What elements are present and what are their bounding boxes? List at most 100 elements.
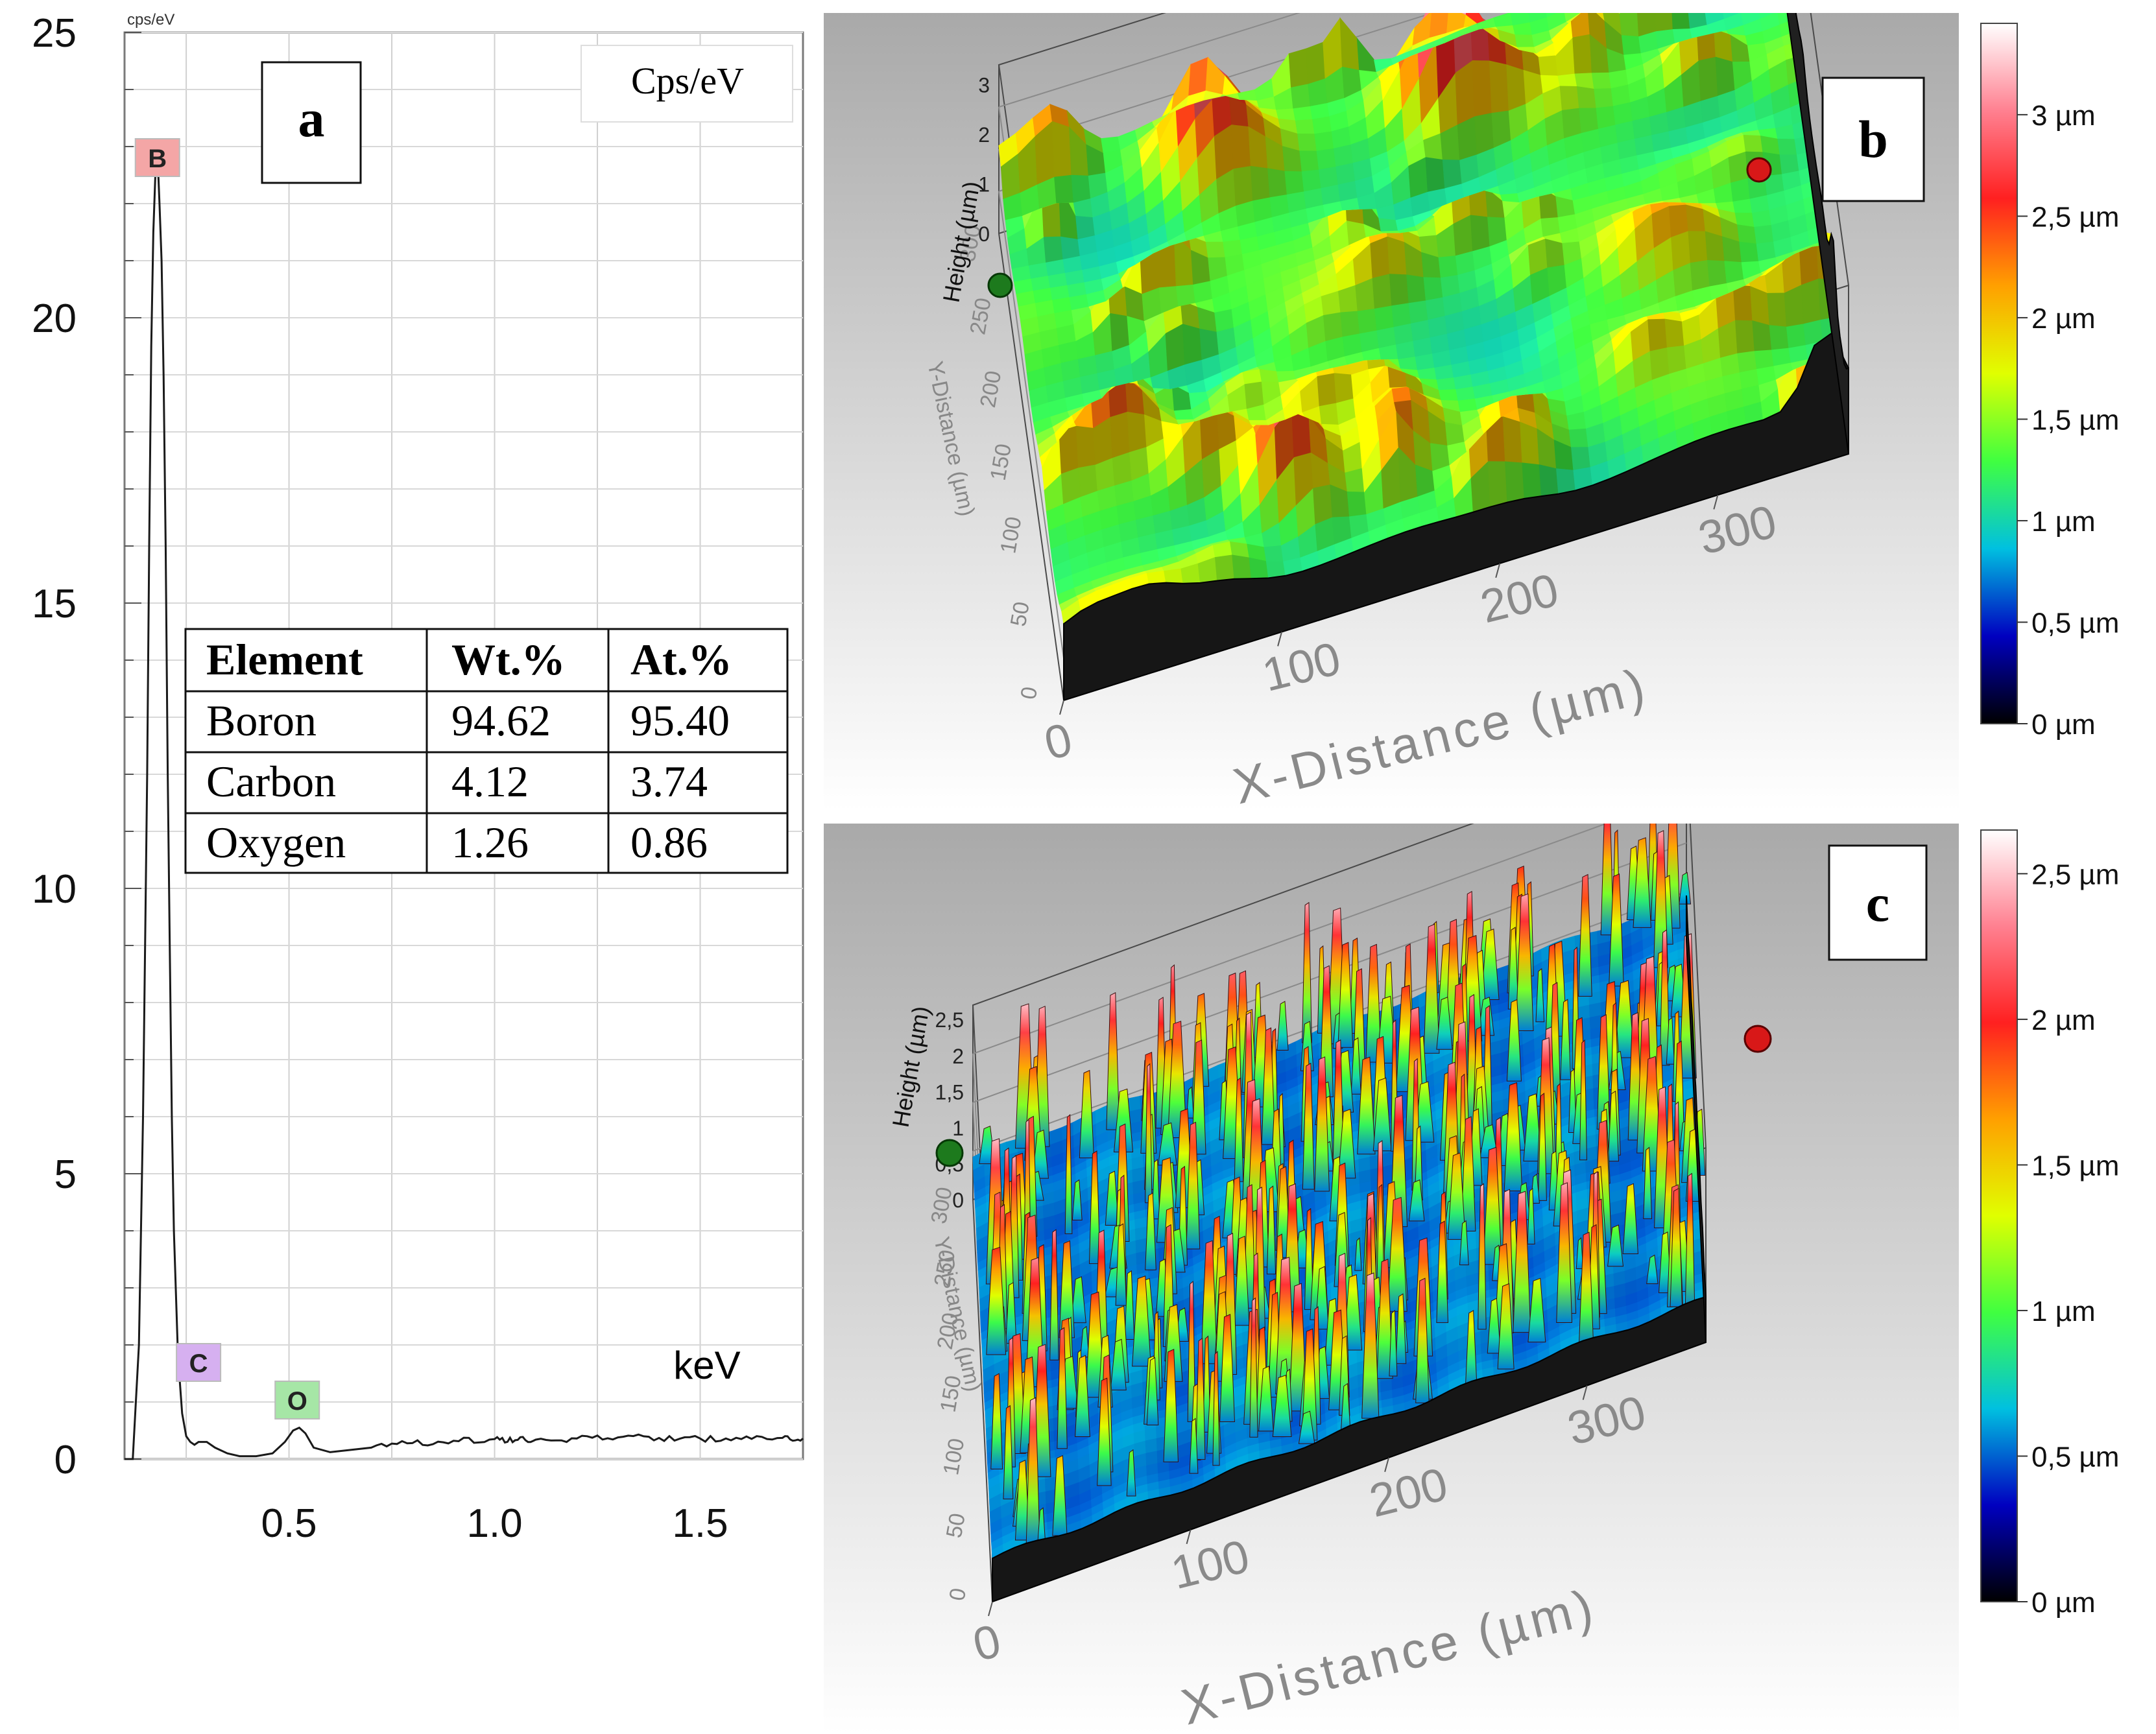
surface-cell: [1284, 170, 1305, 195]
x-tick-labels: 0.5 1.0 1.5: [261, 1501, 728, 1546]
surface-cell: [1637, 13, 1657, 37]
surface-cell: [1596, 13, 1605, 22]
surface-cell: [1110, 410, 1131, 458]
green-marker: [987, 272, 1013, 298]
surface-spike: [1607, 1090, 1620, 1162]
y-tick-label: 0: [54, 1438, 77, 1482]
surface-cell: [1173, 409, 1194, 420]
surface-cell: [1655, 13, 1673, 32]
surface-spike: [1163, 1349, 1179, 1462]
surface-cell: [1440, 274, 1461, 298]
surface-cell: [1474, 112, 1494, 155]
y-tick-labels: 0 5 10 15 20 25: [32, 11, 77, 1482]
surface-spike: [1145, 1192, 1156, 1270]
surface-cell: [1619, 13, 1640, 37]
surface-cell: [1724, 260, 1745, 283]
table-header: Wt.%: [451, 635, 566, 684]
side-skirt: [1686, 895, 1707, 1343]
side-skirt: [1786, 13, 1849, 455]
surface-cell: [1389, 273, 1409, 306]
surface-spike: [1075, 1355, 1090, 1438]
surface-cell: [1408, 300, 1429, 324]
table-header: At.%: [630, 635, 732, 684]
surface-spike: [1337, 1108, 1356, 1179]
surface-spike: [1315, 1266, 1329, 1330]
surface-cell: [1182, 323, 1203, 365]
surface-spike: [1395, 1293, 1407, 1364]
surface-cell: [1060, 467, 1081, 505]
height-surface: [998, 13, 1849, 702]
surface-cell: [1574, 72, 1595, 89]
surface-spike: [1343, 1274, 1363, 1351]
surface-cell: [1576, 85, 1597, 108]
surface-cell: [1425, 156, 1446, 192]
surface-cell: [1264, 544, 1284, 562]
surface-cell: [1539, 464, 1559, 497]
surface-cell: [1736, 224, 1757, 244]
surface-cell: [1561, 107, 1582, 139]
z-tick-label: 1: [978, 173, 990, 196]
surface-cell: [1054, 174, 1074, 204]
surface-cell: [1559, 85, 1580, 110]
surface-cell: [1688, 230, 1708, 263]
table-cell: Carbon: [206, 757, 336, 806]
surface-spike: [1234, 1077, 1244, 1182]
surface-cell: [1568, 427, 1589, 447]
colorbar-label: 2 µm: [2031, 303, 2096, 335]
surface-cell: [1127, 410, 1147, 453]
surface-spike: [1337, 942, 1354, 1048]
surface-cell: [1754, 224, 1774, 244]
surface-cell: [1406, 274, 1426, 303]
surface-cell: [1078, 464, 1098, 497]
surface-spike: [1113, 1088, 1134, 1152]
surface-spike: [1622, 1183, 1638, 1254]
surface-cell: [1043, 235, 1064, 263]
surface-spike: [1064, 1113, 1073, 1235]
surface-cell: [1391, 302, 1411, 327]
table-frame: [184, 628, 789, 874]
surface-spike: [1497, 1283, 1515, 1370]
surface-cell: [1060, 235, 1081, 259]
table-cell: Oxygen: [206, 818, 346, 867]
surface-cell: [1734, 319, 1755, 353]
x-tick: [1495, 563, 1501, 578]
y-tick-label: 10: [32, 867, 77, 912]
surface-spike: [1461, 1116, 1476, 1231]
surface-cell: [1779, 154, 1800, 174]
surface-cell: [1754, 349, 1775, 370]
surface-cell: [1205, 241, 1226, 258]
surface-spike: [1506, 999, 1522, 1082]
surface-spike: [1085, 1291, 1105, 1398]
surface-spike: [1105, 1170, 1120, 1226]
colorbar-label: 1,5 µm: [2031, 1150, 2119, 1182]
surface-spike: [1646, 1254, 1659, 1285]
surface-cell: [1250, 165, 1271, 201]
surface-spike: [1376, 1258, 1393, 1379]
peak-marker-box: [176, 1343, 222, 1382]
surface-cell: [1688, 13, 1708, 29]
surface-spike: [1124, 1270, 1135, 1340]
z-tick-label: 0: [978, 222, 990, 246]
surface-cell: [1290, 83, 1311, 109]
surface-spike: [1266, 1185, 1276, 1275]
surface-cell: [1342, 333, 1363, 357]
surface-cell: [1374, 305, 1395, 331]
surface-cell: [1579, 107, 1599, 134]
panel-letter-box: [261, 61, 362, 184]
surface-cell: [1472, 59, 1492, 117]
surface-spike: [1126, 1449, 1136, 1497]
surface-spike: [1033, 1344, 1051, 1477]
surface-spike: [1032, 1129, 1049, 1179]
colorbar-label: 3 µm: [2031, 100, 2096, 132]
table-cell: 1.26: [451, 818, 529, 867]
surface-cell: [1314, 130, 1334, 151]
surface-cell: [1732, 284, 1753, 321]
surface-spike: [1258, 1366, 1274, 1432]
surface-cell: [1506, 64, 1527, 111]
surface-cell: [1288, 48, 1309, 88]
surface-cell: [1707, 259, 1727, 287]
surface-cell: [1275, 108, 1296, 121]
surface-spike: [1072, 1179, 1083, 1220]
box-edge: [998, 191, 1064, 659]
z-tick-label: 3: [978, 74, 990, 97]
